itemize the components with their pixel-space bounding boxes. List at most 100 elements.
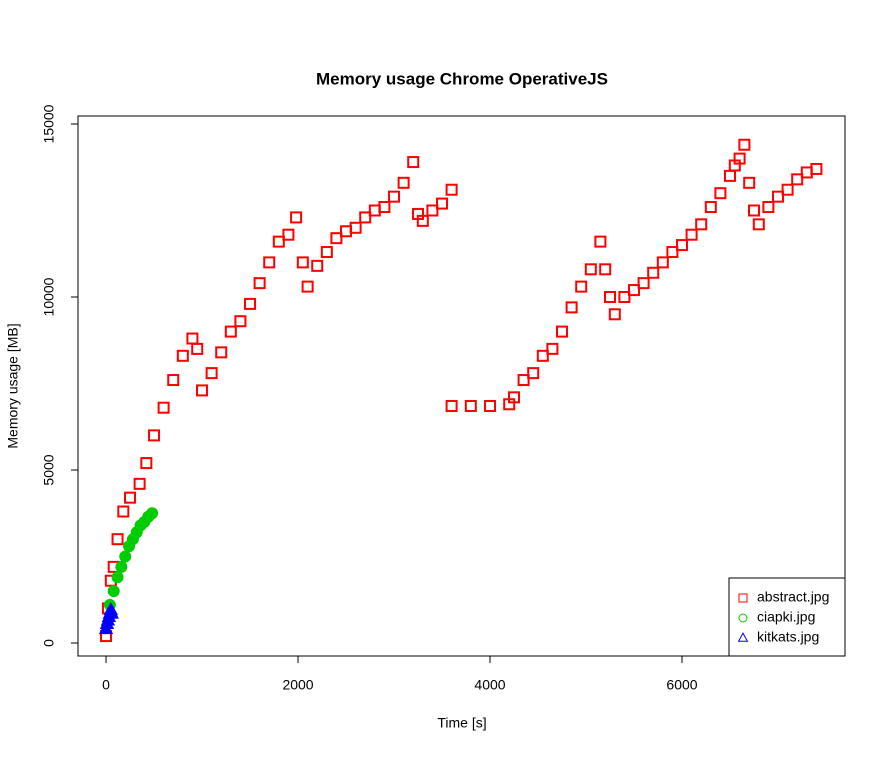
point [695,218,708,231]
chart-title: Memory usage Chrome OperativeJS [316,69,608,88]
legend-marker [738,613,748,623]
x-tick-label: 2000 [282,677,313,693]
point [215,346,228,359]
point [397,176,410,189]
point [536,349,549,362]
legend-marker [738,593,748,603]
point [107,585,120,598]
point [445,399,458,412]
point [556,325,569,338]
point [290,211,303,224]
point [378,201,391,214]
point [704,201,717,214]
point [296,256,309,269]
point [368,204,381,217]
point [272,235,285,248]
point [416,214,429,227]
point [685,228,698,241]
point [628,284,641,297]
point [234,315,247,328]
point [311,259,324,272]
point [124,491,137,504]
point [791,173,804,186]
point [656,256,669,269]
y-tick-label: 10000 [41,277,57,316]
point [584,263,597,276]
legend-box [728,577,846,657]
point [349,221,362,234]
point [167,374,180,387]
legend-label: abstract.jpg [757,589,829,605]
point [115,560,128,573]
plot-frame [77,115,846,657]
point [117,505,130,518]
point [148,429,161,442]
point [747,204,760,217]
point [508,391,521,404]
point [445,183,458,196]
point [140,457,153,470]
point [575,280,588,293]
point [565,301,578,314]
point [111,571,124,584]
x-tick-label: 0 [102,677,110,693]
legend-label: ciapki.jpg [757,609,815,625]
point [186,332,199,345]
point [176,349,189,362]
x-tick-label: 6000 [666,677,697,693]
point [253,277,266,290]
point [464,399,477,412]
point [733,152,746,165]
point [517,374,530,387]
point [738,138,751,151]
point [301,280,314,293]
point [157,401,170,414]
point [647,266,660,279]
point [608,308,621,321]
legend-marker [737,632,749,642]
point [743,176,756,189]
point [104,605,119,619]
y-tick-label: 0 [41,639,57,647]
point [762,201,775,214]
point [781,183,794,196]
point [599,263,612,276]
point [426,204,439,217]
point [714,187,727,200]
point [618,290,631,303]
point [436,197,449,210]
point [205,367,218,380]
point [119,550,132,563]
point [800,166,813,179]
point [484,399,497,412]
point [320,246,333,259]
point [527,367,540,380]
point [196,384,209,397]
point [111,533,124,546]
point [244,297,257,310]
point [666,246,679,259]
y-tick-label: 5000 [41,454,57,485]
point [604,290,617,303]
point [263,256,276,269]
point [224,325,237,338]
point [676,239,689,252]
point [810,162,823,175]
point [637,277,650,290]
point [752,218,765,231]
point [771,190,784,203]
point [388,190,401,203]
y-axis-label: Memory usage [MB] [5,323,21,448]
point [723,169,736,182]
x-axis-label: Time [s] [437,715,486,731]
y-tick-label: 15000 [41,104,57,143]
point [340,225,353,238]
x-tick-label: 4000 [474,677,505,693]
point [146,507,159,520]
point [191,342,204,355]
point [133,477,146,490]
point [359,211,372,224]
point [546,342,559,355]
point [330,232,343,245]
